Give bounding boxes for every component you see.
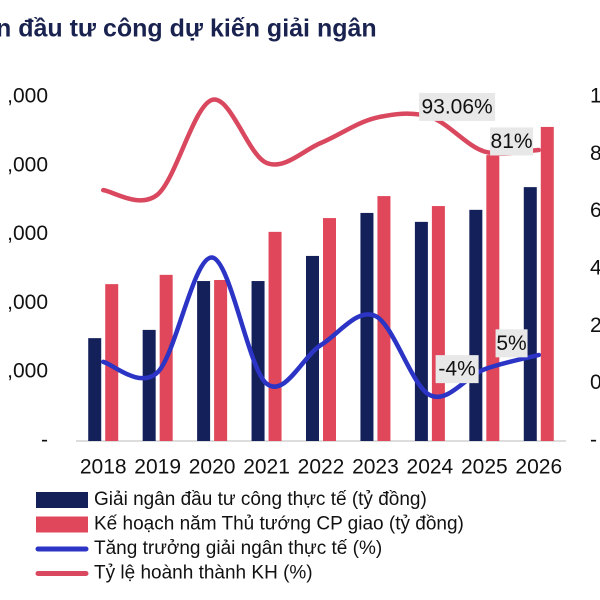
chart-title: n đầu tư công dự kiến giải ngân	[0, 15, 377, 43]
x-tick-label: 2025	[461, 456, 508, 479]
y-tick-label: -	[41, 429, 48, 452]
bar	[214, 280, 228, 441]
y2-tick-label: 6	[590, 199, 600, 222]
x-tick-label: 2019	[134, 456, 181, 479]
y-tick-label: ,000	[7, 85, 48, 108]
bar	[469, 209, 483, 441]
bar	[414, 221, 428, 441]
legend-swatch	[36, 516, 88, 533]
y2-tick-label: 2	[590, 314, 600, 337]
y2-tick-label: -	[590, 429, 597, 452]
y2-tick-label: 4	[590, 257, 600, 280]
x-tick-label: 2022	[298, 456, 345, 479]
x-tick-label: 2024	[407, 456, 454, 479]
x-tick-label: 2026	[515, 456, 562, 479]
value-label-bg	[435, 355, 479, 384]
bar	[268, 231, 282, 441]
x-tick-label: 2020	[189, 456, 236, 479]
x-tick-label: 2021	[243, 456, 290, 479]
bar	[142, 329, 156, 441]
y-tick-label: ,000	[7, 291, 48, 314]
bar	[197, 281, 211, 441]
legend-label: Kế hoạch năm Thủ tướng CP giao (tỷ đồng)	[94, 514, 464, 535]
y2-tick-label: 0	[590, 371, 600, 394]
bar	[540, 126, 554, 441]
bar	[251, 281, 265, 441]
value-label: 81%	[491, 130, 533, 153]
y2-tick-label: 8	[590, 142, 600, 165]
bar	[377, 196, 391, 441]
x-tick-label: 2018	[80, 456, 127, 479]
line	[100, 255, 542, 400]
line	[100, 97, 542, 203]
y2-tick-label: 1	[590, 85, 600, 108]
value-label-bg	[495, 329, 528, 358]
bar	[486, 155, 500, 442]
bar	[105, 284, 119, 441]
legend-label: Giải ngân đầu tư công thực tế (tỷ đồng)	[94, 489, 427, 510]
value-label: 5%	[496, 332, 526, 355]
y-tick-label: ,000	[7, 360, 48, 383]
value-label: 93.06%	[421, 95, 492, 118]
value-label-bg	[490, 127, 534, 156]
bar	[323, 218, 336, 441]
legend-label: Tỷ lệ hoành thành KH (%)	[94, 563, 313, 584]
legend-label: Tăng trưởng giải ngân thực tế (%)	[94, 538, 382, 559]
bar	[360, 212, 374, 441]
legend-swatch	[36, 492, 88, 508]
y-tick-label: ,000	[7, 222, 48, 245]
value-label-bg	[419, 92, 496, 121]
bar	[523, 187, 537, 441]
bar	[431, 206, 445, 441]
x-tick-label: 2023	[352, 456, 399, 479]
bar	[306, 255, 319, 441]
bar	[88, 338, 102, 441]
y-tick-label: ,000	[7, 153, 48, 176]
value-label: -4%	[438, 358, 475, 381]
